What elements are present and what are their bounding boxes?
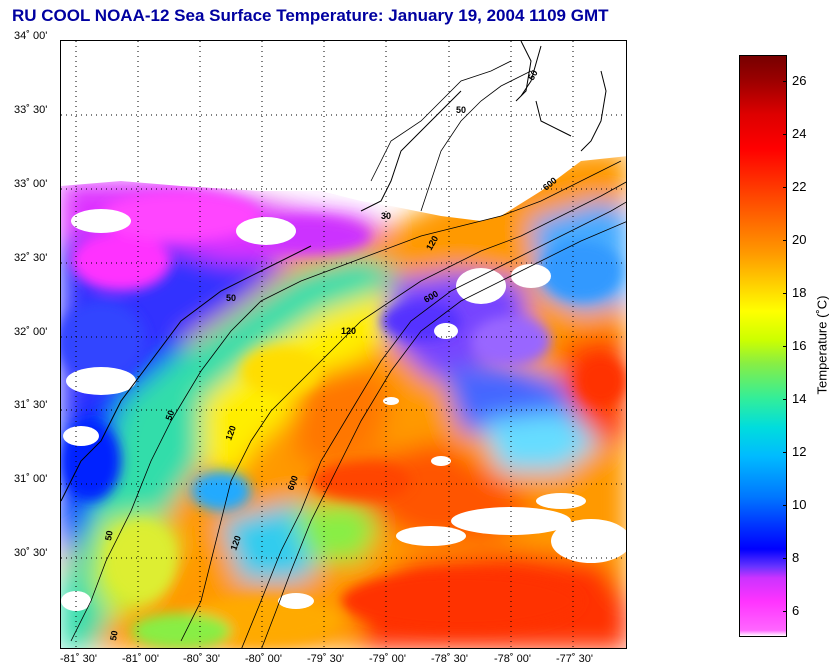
contour-label: 50 bbox=[526, 68, 540, 82]
colorbar-tick-mark bbox=[783, 504, 787, 506]
latitude-tick-label: 32˚ 00' bbox=[14, 326, 48, 338]
longitude-tick-label: -78˚ 30' bbox=[431, 653, 468, 665]
cloud-mask bbox=[61, 41, 626, 611]
colorbar-tick-mark bbox=[783, 134, 787, 136]
longitude-tick-label: -81˚ 00' bbox=[122, 653, 159, 665]
contour-label: 50 bbox=[103, 530, 115, 542]
contour-label: 120 bbox=[223, 424, 238, 442]
depth-contours bbox=[70, 60, 626, 648]
longitude-tick-label: -81˚ 30' bbox=[60, 653, 97, 665]
colorbar-tick-mark bbox=[783, 187, 787, 189]
colorbar-tick-label: 14 bbox=[792, 390, 807, 406]
latitude-tick-label: 33˚ 30' bbox=[14, 104, 48, 116]
longitude-tick-label: -80˚ 00' bbox=[245, 653, 282, 665]
sst-map: 50 50 50 50 50 50 120 120 120 120 600 60… bbox=[60, 40, 627, 649]
colorbar-tick-mark bbox=[783, 293, 787, 295]
contour-label: 120 bbox=[228, 534, 243, 552]
colorbar-tick-label: 12 bbox=[792, 443, 807, 459]
contour-label: 50 bbox=[456, 105, 466, 115]
latitude-tick-label: 30˚ 30' bbox=[14, 547, 48, 559]
colorbar-tick-mark bbox=[783, 610, 787, 612]
contour-label: 120 bbox=[341, 326, 356, 336]
latitude-tick-label: 31˚ 00' bbox=[14, 473, 48, 485]
longitude-tick-label: -79˚ 30' bbox=[307, 653, 344, 665]
colorbar-tick-mark bbox=[783, 240, 787, 242]
map-title: RU COOL NOAA-12 Sea Surface Temperature:… bbox=[12, 6, 609, 25]
colorbar-tick-mark bbox=[783, 398, 787, 400]
longitude-tick-label: -79˚ 00' bbox=[369, 653, 406, 665]
contour-label: 50 bbox=[163, 409, 176, 422]
latitude-tick-label: 31˚ 30' bbox=[14, 399, 48, 411]
longitude-tick-label: -78˚ 00' bbox=[494, 653, 531, 665]
colorbar-tick-label: 24 bbox=[792, 126, 807, 142]
colorbar-tick-label: 16 bbox=[792, 338, 807, 353]
colorbar-tick-label: 22 bbox=[792, 179, 807, 195]
temperature-colorbar bbox=[739, 55, 787, 637]
latitude-tick-label: 34˚ 00' bbox=[14, 30, 48, 42]
colorbar-tick-mark bbox=[783, 81, 787, 83]
colorbar-tick-label: 26 bbox=[792, 73, 807, 89]
contour-label: 50 bbox=[108, 630, 120, 642]
colorbar-tick-mark bbox=[783, 557, 787, 559]
colorbar-tick-label: 6 bbox=[792, 602, 800, 618]
latitude-tick-label: 32˚ 30' bbox=[14, 252, 48, 264]
colorbar-tick-label: 20 bbox=[792, 232, 807, 248]
colorbar-tick-label: 8 bbox=[792, 549, 800, 565]
colorbar-label: Temperature (˚C) bbox=[814, 295, 830, 395]
contour-label: 50 bbox=[226, 293, 236, 303]
colorbar-tick-mark bbox=[783, 451, 787, 453]
longitude-tick-label: -80˚ 30' bbox=[183, 653, 220, 665]
latitude-tick-label: 33˚ 00' bbox=[14, 178, 48, 190]
longitude-tick-label: -77˚ 30' bbox=[556, 653, 593, 665]
contour-label: 600 bbox=[285, 474, 300, 492]
colorbar-tick-label: 18 bbox=[792, 285, 807, 301]
colorbar-tick-label: 10 bbox=[792, 496, 807, 512]
colorbar-tick-mark bbox=[783, 346, 787, 347]
